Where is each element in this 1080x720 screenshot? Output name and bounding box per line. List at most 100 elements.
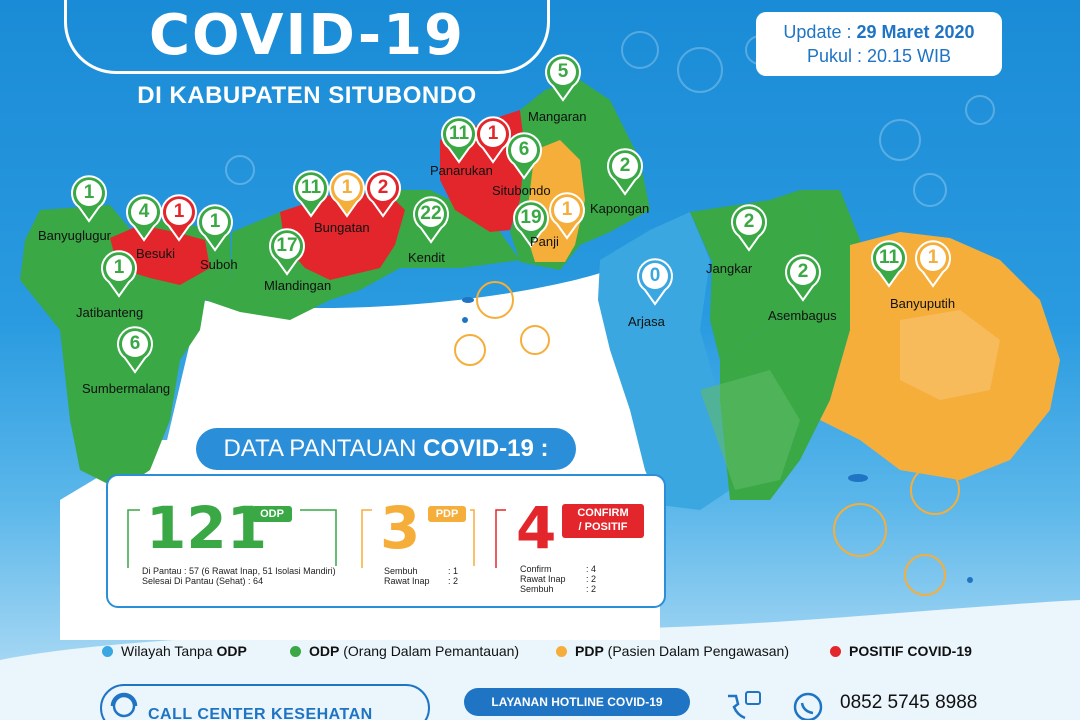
positif-tag-line1: CONFIRM bbox=[577, 507, 629, 519]
marker-count: 19 bbox=[520, 207, 542, 228]
time-label: Pukul : bbox=[806, 46, 862, 66]
legend-item-positif: POSITIF COVID-19 bbox=[830, 643, 972, 659]
pdp-count: 3 bbox=[380, 494, 421, 562]
region-jangkar bbox=[690, 190, 820, 360]
marker-count: 4 bbox=[138, 201, 150, 222]
legend-bold: PDP bbox=[575, 643, 604, 659]
marker-pin-icon: 1 bbox=[100, 250, 138, 298]
positif-row-3-key: Sembuh bbox=[520, 584, 554, 594]
update-date: 29 Maret 2020 bbox=[856, 22, 975, 42]
marker-count: 11 bbox=[448, 123, 470, 144]
odp-count: 121 bbox=[146, 494, 268, 562]
district-label: Besuki bbox=[136, 246, 176, 261]
district-label: Sumbermalang bbox=[82, 381, 171, 396]
legend-item-no-odp: Wilayah Tanpa ODP bbox=[102, 643, 247, 659]
marker-pin-icon: 1 bbox=[914, 240, 952, 288]
update-label: Update : bbox=[783, 22, 852, 42]
data-heading: DATA PANTAUAN COVID-19 : bbox=[196, 428, 576, 470]
positif-row-2-key: Rawat Inap bbox=[520, 574, 566, 584]
marker-pin-icon: 11 bbox=[292, 170, 330, 218]
marker-pin-icon: 1 bbox=[328, 170, 366, 218]
marker-count: 1 bbox=[341, 177, 353, 198]
page-title: COVID-19 bbox=[148, 3, 466, 68]
marker-count: 2 bbox=[797, 261, 809, 282]
marker-pin-icon: 2 bbox=[606, 148, 644, 196]
marker-pin-icon: 17 bbox=[268, 228, 306, 276]
district-label: Jatibanteng bbox=[76, 305, 144, 320]
district-label: Bungatan bbox=[314, 220, 370, 235]
update-box: Update : 29 Maret 2020 Pukul : 20.15 WIB bbox=[756, 12, 1002, 76]
legend-item-odp: ODP (Orang Dalam Pemantauan) bbox=[290, 643, 519, 659]
district-label: Mangaran bbox=[528, 109, 587, 124]
marker-pin-icon: 11 bbox=[870, 240, 908, 288]
data-heading-bold: COVID-19 : bbox=[423, 435, 549, 462]
pdp-row-2-val: : 2 bbox=[448, 576, 459, 586]
update-date-line: Update : 29 Maret 2020 bbox=[756, 20, 1002, 44]
legend-bold: ODP bbox=[309, 643, 340, 659]
marker-count: 1 bbox=[561, 199, 573, 220]
marker-pin-icon: 19 bbox=[512, 200, 550, 248]
sea-area bbox=[160, 270, 640, 470]
district-label: Kapongan bbox=[590, 201, 650, 216]
legend-dot-orange bbox=[556, 646, 567, 657]
call-center-frame bbox=[100, 684, 430, 720]
district-label: Panji bbox=[530, 234, 559, 249]
headset-icon bbox=[110, 692, 138, 718]
virus-icon bbox=[454, 281, 550, 366]
marker-count: 1 bbox=[83, 182, 95, 203]
marker-pin-icon: 1 bbox=[196, 204, 234, 252]
district-label: Panarukan bbox=[430, 163, 493, 178]
positif-tag: CONFIRM / POSITIF bbox=[562, 504, 644, 538]
district-label: Banyuputih bbox=[890, 296, 956, 311]
odp-line2: Selesai Di Pantau (Sehat) : 64 bbox=[142, 576, 264, 586]
marker-pin-icon: 22 bbox=[412, 196, 450, 244]
marker-count: 22 bbox=[420, 203, 442, 224]
pdp-row-1-val: : 1 bbox=[448, 566, 459, 576]
pdp-row-1-key: Sembuh bbox=[384, 566, 418, 576]
marker-pin-icon: 2 bbox=[364, 170, 402, 218]
data-heading-normal: DATA PANTAUAN bbox=[223, 435, 417, 462]
marker-count: 1 bbox=[927, 247, 939, 268]
update-time-line: Pukul : 20.15 WIB bbox=[756, 44, 1002, 68]
legend-item-pdp: PDP (Pasien Dalam Pengawasan) bbox=[556, 643, 789, 659]
phone-help-icon bbox=[728, 691, 761, 720]
legend-dot-red bbox=[830, 646, 841, 657]
marker-pin-icon: 1 bbox=[548, 192, 586, 240]
marker-pin-icon: 1 bbox=[474, 116, 512, 164]
marker-pin-icon: 0 bbox=[636, 258, 674, 306]
marker-pin-icon: 1 bbox=[160, 194, 198, 242]
marker-pin-icon: 6 bbox=[505, 132, 543, 180]
marker-count: 2 bbox=[377, 177, 389, 198]
marker-count: 5 bbox=[557, 61, 569, 82]
legend-text: (Orang Dalam Pemantauan) bbox=[339, 643, 520, 659]
district-label: Kendit bbox=[408, 250, 445, 265]
page-subtitle: DI KABUPATEN SITUBONDO bbox=[137, 82, 477, 109]
marker-pin-icon: 5 bbox=[544, 54, 582, 102]
splat-icon bbox=[462, 297, 973, 583]
legend-bold: ODP bbox=[216, 643, 247, 659]
marker-count: 1 bbox=[209, 211, 221, 232]
marker-count: 11 bbox=[878, 247, 900, 268]
legend-dot-green bbox=[290, 646, 301, 657]
positif-row-1-key: Confirm bbox=[520, 564, 552, 574]
region-arjasa bbox=[598, 212, 730, 510]
marker-count: 6 bbox=[129, 333, 141, 354]
legend-text: Wilayah Tanpa bbox=[121, 643, 217, 659]
region-asembagus-light bbox=[700, 370, 800, 490]
marker-count: 17 bbox=[276, 235, 298, 256]
odp-line1: Di Pantau : 57 (6 Rawat Inap, 51 Isolasi… bbox=[142, 566, 336, 576]
district-label: Jangkar bbox=[706, 261, 753, 276]
district-label: Suboh bbox=[200, 257, 238, 272]
marker-pin-icon: 6 bbox=[116, 326, 154, 374]
district-label: Arjasa bbox=[628, 314, 665, 329]
positif-row-1-val: : 4 bbox=[586, 564, 597, 574]
legend-bold: POSITIF COVID-19 bbox=[849, 643, 972, 659]
positif-row-2-val: : 2 bbox=[586, 574, 597, 584]
legend-text: (Pasien Dalam Pengawasan) bbox=[603, 643, 790, 659]
positif-tag-line2: / POSITIF bbox=[578, 521, 628, 533]
marker-count: 0 bbox=[649, 265, 661, 286]
legend-dot-blue bbox=[102, 646, 113, 657]
district-label: Banyuglugur bbox=[38, 228, 111, 243]
hotline-label: LAYANAN HOTLINE COVID-19 bbox=[464, 688, 690, 716]
